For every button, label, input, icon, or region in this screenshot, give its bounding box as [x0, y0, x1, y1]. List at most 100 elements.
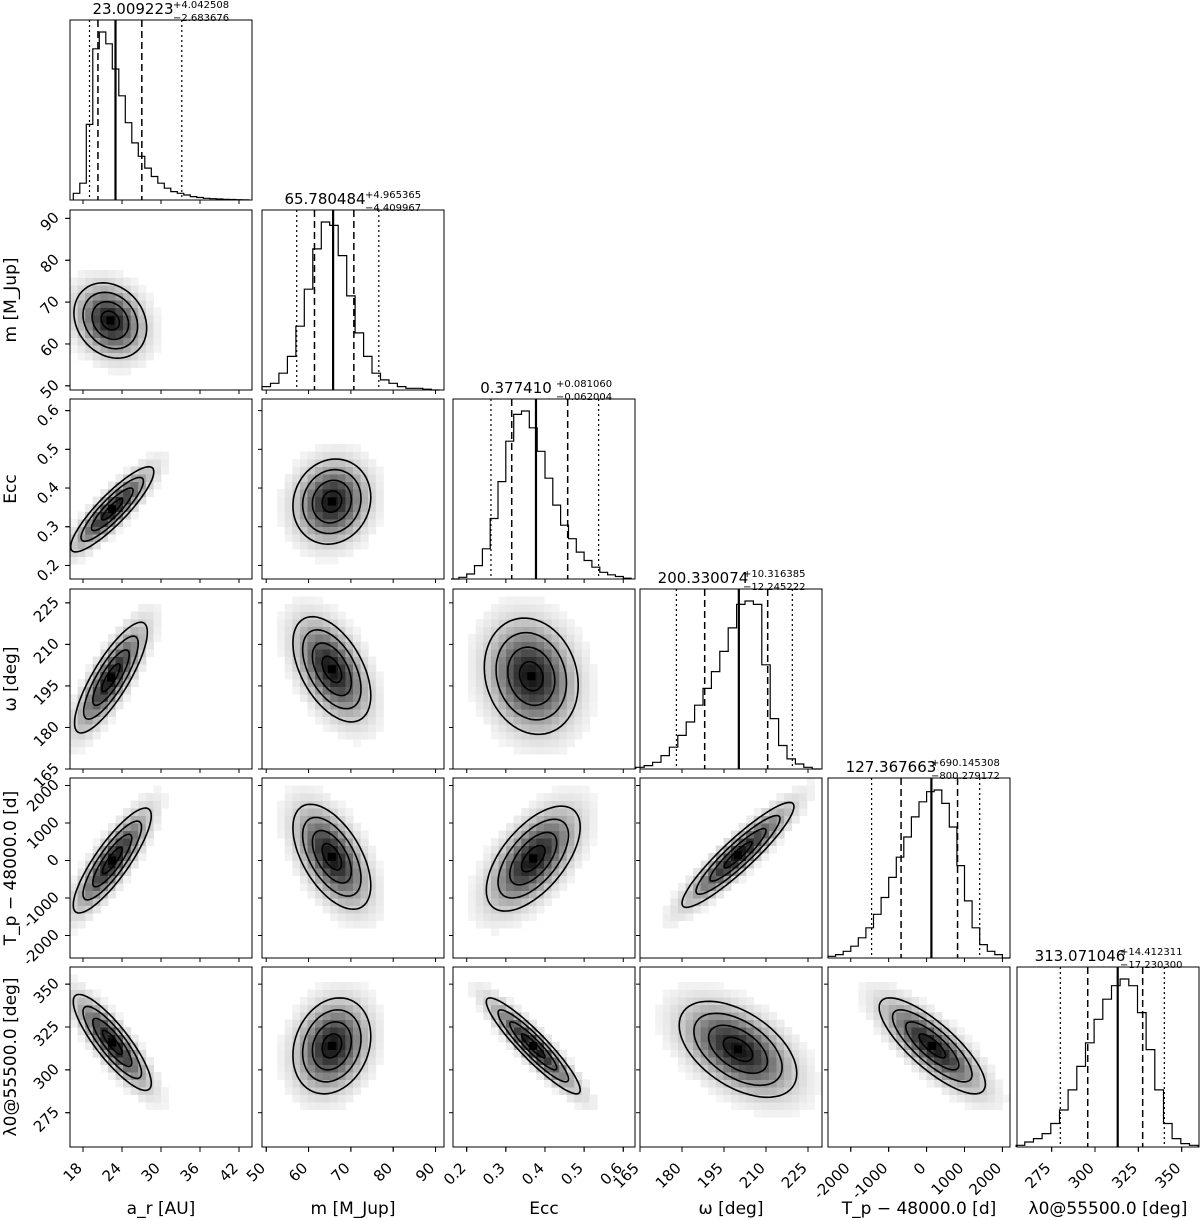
density-cell — [299, 619, 308, 627]
density-cell — [693, 982, 702, 990]
density-cell — [284, 504, 293, 512]
density-cell — [100, 649, 109, 657]
density-cell — [685, 875, 694, 884]
density-cell — [791, 1109, 800, 1118]
density-cell — [138, 1072, 147, 1080]
density-cell — [528, 746, 537, 755]
density-cell — [475, 634, 484, 642]
density-cell — [315, 526, 324, 535]
density-panel-ecc-vs-m — [261, 398, 445, 580]
density-cell — [581, 649, 590, 657]
density-cell — [100, 868, 109, 876]
density-cell — [490, 905, 499, 914]
density-cell — [330, 549, 339, 557]
density-cell — [277, 649, 286, 657]
density-cell — [873, 1004, 882, 1013]
density-cell — [881, 989, 890, 998]
density-cell — [284, 641, 293, 650]
density-cell — [92, 315, 101, 323]
density-cell — [284, 800, 293, 809]
density-cell — [776, 808, 785, 816]
density-cell — [806, 793, 815, 801]
density-cell — [123, 337, 132, 346]
density-cell — [566, 800, 575, 809]
x-tick-label: 30 — [138, 1159, 164, 1185]
density-cell — [322, 679, 331, 687]
density-cell — [949, 1072, 958, 1080]
density-cell — [345, 860, 354, 869]
density-cell — [1002, 1094, 1010, 1103]
density-cell — [559, 746, 568, 755]
contour-line — [495, 631, 568, 721]
density-cell — [468, 989, 477, 998]
density-cell — [115, 277, 124, 286]
density-cell — [360, 731, 369, 740]
density-cell — [888, 989, 897, 998]
density-cell — [307, 459, 316, 467]
density-cell — [130, 481, 139, 490]
density-cell — [761, 1057, 770, 1065]
density-cell — [115, 815, 124, 824]
density-cell — [307, 1064, 316, 1073]
density-cell — [731, 1019, 740, 1028]
density-cell — [490, 649, 499, 657]
x-tick-label: 0.5 — [557, 1159, 587, 1189]
density-cell — [544, 716, 553, 725]
density-cell — [574, 731, 583, 740]
density-cell — [315, 1012, 324, 1020]
density-panel-omega-vs-ecc — [452, 588, 636, 770]
density-cell — [551, 709, 560, 717]
density-cell — [368, 1027, 377, 1035]
density-cell — [345, 1019, 354, 1028]
density-cell — [145, 345, 154, 353]
density-cell — [337, 679, 346, 687]
density-cell — [292, 481, 301, 490]
density-cell — [292, 823, 301, 831]
density-cell — [130, 1072, 139, 1080]
density-cell — [337, 1079, 346, 1088]
density-cell — [738, 1102, 747, 1110]
density-cell — [70, 330, 79, 338]
density-cell — [330, 890, 339, 899]
density-cell — [475, 883, 484, 891]
density-cell — [360, 989, 369, 998]
density-cell — [589, 679, 598, 687]
density-cell — [784, 823, 793, 831]
density-cell — [498, 853, 507, 861]
density-cell — [513, 641, 522, 650]
density-cell — [337, 823, 346, 831]
density-cell — [753, 1019, 762, 1028]
density-cell — [662, 1027, 671, 1035]
density-cell — [513, 920, 522, 929]
density-cell — [475, 905, 484, 914]
density-cell — [299, 626, 308, 635]
density-cell — [307, 997, 316, 1005]
x-tick-label: 195 — [694, 1159, 727, 1192]
density-cell — [581, 709, 590, 717]
density-cell — [138, 315, 147, 323]
density-cell — [528, 830, 537, 839]
density-cell — [513, 596, 522, 605]
density-cell — [483, 656, 492, 665]
density-cell — [138, 466, 147, 475]
density-cell — [345, 619, 354, 627]
density-cell — [277, 511, 286, 520]
density-cell — [284, 845, 293, 854]
density-cell — [299, 481, 308, 490]
density-cell — [566, 1094, 575, 1103]
density-cell — [92, 504, 101, 512]
density-cell — [299, 1012, 308, 1020]
density-cell — [353, 534, 362, 542]
density-cell — [337, 808, 346, 816]
density-cell — [559, 694, 568, 702]
density-cell — [513, 830, 522, 839]
density-cell — [337, 1034, 346, 1043]
y-axis-label: ω [deg] — [1, 647, 21, 712]
density-cell — [559, 739, 568, 747]
density-cell — [77, 686, 86, 695]
density-cell — [926, 1004, 935, 1013]
density-cell — [655, 1027, 664, 1035]
density-cell — [115, 701, 124, 710]
density-cell — [858, 997, 867, 1005]
